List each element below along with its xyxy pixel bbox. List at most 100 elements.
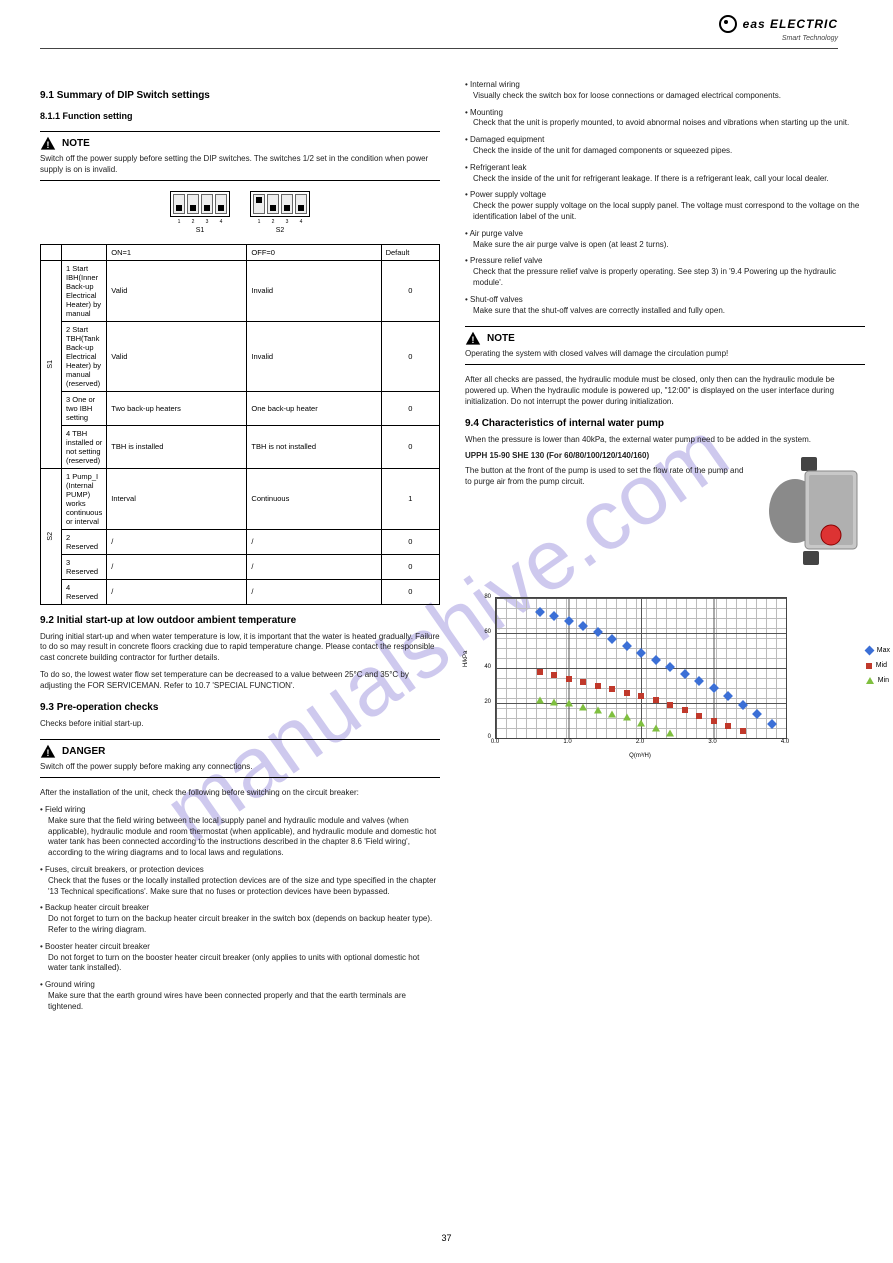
table-header: ON=1 bbox=[107, 244, 247, 260]
chart-point bbox=[665, 662, 675, 672]
table-row: S11 Start IBH(Inner Back-up Electrical H… bbox=[41, 260, 440, 321]
table-row: 3 Reserved//0 bbox=[41, 554, 440, 579]
warning-icon: ! bbox=[40, 744, 56, 758]
chart-point bbox=[694, 676, 704, 686]
chart-x-tick: 3.0 bbox=[708, 739, 716, 745]
chart-point bbox=[638, 693, 644, 699]
bullet-text: Do not forget to turn on the booster hea… bbox=[48, 953, 440, 975]
table-desc-cell: 4 TBH installed or not setting (reserved… bbox=[62, 425, 107, 468]
bullet-text: Visually check the switch box for loose … bbox=[473, 91, 865, 102]
table-desc-cell: 2 Reserved bbox=[62, 529, 107, 554]
section-9-2-title: 9.2 Initial start-up at low outdoor ambi… bbox=[40, 615, 440, 626]
chart-point bbox=[551, 672, 557, 678]
table-off-cell: / bbox=[247, 554, 381, 579]
danger-box: ! DANGER Switch off the power supply bef… bbox=[40, 739, 440, 778]
left-bullet: • Ground wiringMake sure that the earth … bbox=[40, 980, 440, 1012]
right-bullet: • MountingCheck that the unit is properl… bbox=[465, 108, 865, 130]
note-right-text: Operating the system with closed valves … bbox=[465, 349, 865, 360]
chart-point bbox=[594, 707, 602, 714]
legend-min-swatch bbox=[866, 677, 874, 684]
table-header bbox=[62, 244, 107, 260]
legend-max-swatch bbox=[864, 646, 874, 656]
chart-point bbox=[637, 719, 645, 726]
bullet-text: Check that the unit is properly mounted,… bbox=[473, 118, 865, 129]
section-9-1-number: 9.1 bbox=[40, 90, 54, 101]
right-bullet: • Air purge valveMake sure the air purge… bbox=[465, 229, 865, 251]
chart-point bbox=[711, 718, 717, 724]
pump-model-body: The button at the front of the pump is u… bbox=[465, 466, 745, 488]
chart-point bbox=[623, 714, 631, 721]
note-1-text: Switch off the power supply before setti… bbox=[40, 154, 440, 176]
warning-icon: ! bbox=[40, 136, 56, 150]
table-default-cell: 0 bbox=[381, 391, 439, 425]
chart-point bbox=[622, 641, 632, 651]
note-box-1: ! NOTE Switch off the power supply befor… bbox=[40, 131, 440, 181]
danger-heading: DANGER bbox=[62, 746, 105, 757]
table-group-cell: S2 bbox=[41, 468, 62, 604]
chart-point bbox=[579, 703, 587, 710]
chart-point bbox=[549, 611, 559, 621]
chart-point bbox=[682, 707, 688, 713]
table-desc-cell: 1 Pump_I (Internal PUMP) works continuou… bbox=[62, 468, 107, 529]
table-default-cell: 0 bbox=[381, 321, 439, 391]
table-off-cell: One back-up heater bbox=[247, 391, 381, 425]
header: eas ELECTRIC Smart Technology bbox=[719, 15, 838, 42]
bullet-label: Air purge valve bbox=[470, 229, 523, 238]
table-on-cell: Valid bbox=[107, 260, 247, 321]
dip-number: 4 bbox=[295, 219, 307, 225]
chart-legend: Max Mid Min bbox=[866, 647, 890, 684]
table-default-cell: 0 bbox=[381, 579, 439, 604]
chart-point bbox=[565, 700, 573, 707]
chart-point bbox=[636, 648, 646, 658]
bullet-text: Check the inside of the unit for damaged… bbox=[473, 146, 865, 157]
chart-point bbox=[696, 713, 702, 719]
chart-point bbox=[595, 683, 601, 689]
table-on-cell: Two back-up heaters bbox=[107, 391, 247, 425]
chart-point bbox=[667, 702, 673, 708]
chart-point bbox=[652, 724, 660, 731]
table-desc-cell: 2 Start TBH(Tank Back-up Electrical Heat… bbox=[62, 321, 107, 391]
dip-number: 4 bbox=[215, 219, 227, 225]
brand-name: eas ELECTRIC bbox=[743, 17, 838, 31]
section-9-3-number: 9.3 bbox=[40, 702, 54, 713]
bullet-label: Internal wiring bbox=[470, 80, 520, 89]
page-container: eas ELECTRIC Smart Technology manualshiv… bbox=[0, 0, 893, 1263]
left-bullet: • Fuses, circuit breakers, or protection… bbox=[40, 865, 440, 897]
table-default-cell: 1 bbox=[381, 468, 439, 529]
table-default-cell: 0 bbox=[381, 554, 439, 579]
table-default-cell: 0 bbox=[381, 529, 439, 554]
brand-icon bbox=[719, 15, 737, 33]
chart-point bbox=[564, 616, 574, 626]
chart-point bbox=[593, 627, 603, 637]
chart-point bbox=[624, 690, 630, 696]
table-header: Default bbox=[381, 244, 439, 260]
dip-number: 1 bbox=[173, 219, 185, 225]
dip-slot bbox=[215, 194, 227, 214]
dip-number: 1 bbox=[253, 219, 265, 225]
table-header bbox=[41, 244, 62, 260]
chart-y-tick: 80 bbox=[484, 594, 491, 600]
svg-text:!: ! bbox=[47, 748, 50, 758]
dip-s1-label: S1 bbox=[196, 227, 205, 234]
bullet-text: Check the power supply voltage on the lo… bbox=[473, 201, 865, 223]
table-on-cell: / bbox=[107, 579, 247, 604]
after-install-lead: After the installation of the unit, chec… bbox=[40, 788, 440, 799]
right-bullet: • Refrigerant leakCheck the inside of th… bbox=[465, 163, 865, 185]
legend-mid-swatch bbox=[866, 663, 872, 669]
table-on-cell: TBH is installed bbox=[107, 425, 247, 468]
section-9-4-number: 9.4 bbox=[465, 418, 479, 429]
section-9-3-p1: Checks before initial start-up. bbox=[40, 719, 440, 730]
bullet-text: Make sure the air purge valve is open (a… bbox=[473, 240, 865, 251]
pump-chart: H/kPa 020406080 0.01.02.03.04.0 Q(m³/H) … bbox=[465, 587, 835, 767]
chart-point bbox=[767, 719, 777, 729]
bullet-label: Shut-off valves bbox=[470, 295, 523, 304]
left-bullet: • Backup heater circuit breakerDo not fo… bbox=[40, 903, 440, 935]
bullet-text: Do not forget to turn on the backup heat… bbox=[48, 914, 440, 936]
brand-tagline: Smart Technology bbox=[782, 35, 838, 42]
table-off-cell: / bbox=[247, 579, 381, 604]
brand-logo: eas ELECTRIC bbox=[719, 15, 838, 33]
chart-point bbox=[666, 730, 674, 737]
legend-min-label: Min bbox=[878, 677, 889, 684]
table-desc-cell: 1 Start IBH(Inner Back-up Electrical Hea… bbox=[62, 260, 107, 321]
chart-point bbox=[537, 669, 543, 675]
